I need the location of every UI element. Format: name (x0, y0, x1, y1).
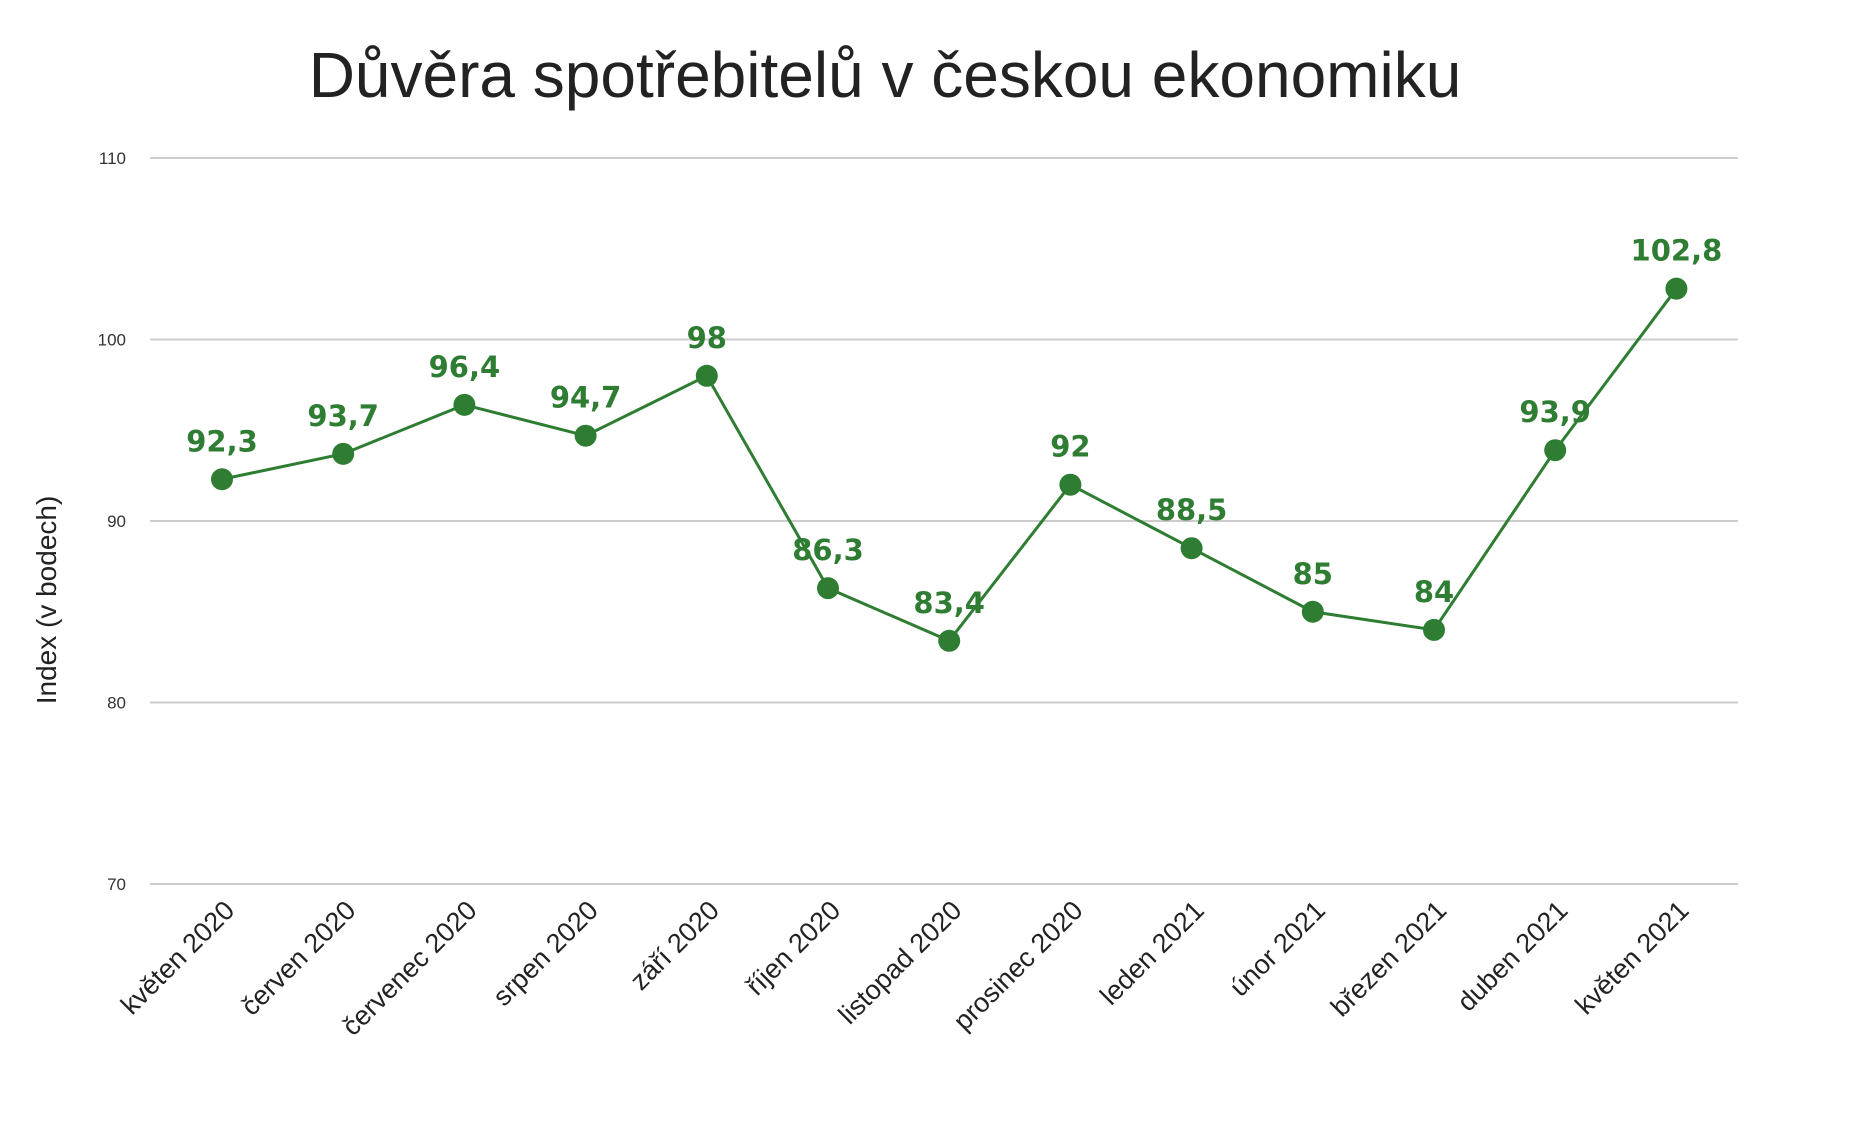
x-tick-label: červen 2020 (235, 895, 361, 1021)
data-point (695, 364, 718, 387)
y-tick-label: 110 (99, 149, 126, 168)
data-label: 83,4 (913, 586, 985, 620)
data-label: 102,8 (1631, 234, 1723, 268)
y-tick-label: 80 (107, 694, 126, 713)
data-point (1544, 439, 1567, 462)
data-label: 98 (687, 321, 727, 355)
data-label: 94,7 (550, 381, 622, 415)
y-tick-label: 70 (107, 875, 126, 894)
data-point (1180, 537, 1203, 560)
x-tick-label: leden 2021 (1094, 895, 1210, 1011)
data-label: 92 (1050, 430, 1090, 464)
data-label: 96,4 (429, 350, 501, 384)
data-label: 93,9 (1519, 395, 1591, 429)
y-tick-label: 100 (98, 331, 126, 350)
data-point (938, 629, 961, 652)
data-label: 85 (1293, 557, 1333, 591)
data-point (574, 424, 597, 447)
data-point (211, 468, 233, 491)
data-labels: 92,3 93,7 96,4 94,7 98 86,3 83,4 92 88,5 85 84 93,9… (186, 234, 1722, 620)
data-point (1059, 473, 1082, 496)
x-tick-label: prosinec 2020 (947, 895, 1088, 1036)
data-label: 88,5 (1156, 493, 1228, 527)
data-point (1423, 618, 1445, 641)
x-tick-label: březen 2021 (1325, 895, 1452, 1022)
data-label: 84 (1414, 575, 1454, 609)
data-label: 86,3 (792, 533, 864, 567)
x-tick-label: únor 2021 (1224, 895, 1331, 1002)
x-tick-label: srpen 2020 (487, 895, 604, 1012)
chart-title: Důvěra spotřebitelů v českou ekonomiku (308, 39, 1462, 111)
y-tick-label: 90 (107, 512, 126, 531)
series-points (211, 277, 1688, 652)
x-tick-label: říjen 2020 (740, 895, 846, 1001)
data-point (1301, 600, 1324, 623)
data-point (1665, 277, 1688, 300)
x-tick-label: září 2020 (624, 895, 725, 996)
y-axis-title: Index (v bodech) (31, 496, 62, 705)
y-axis-ticks: 70 80 90 100 110 (98, 149, 126, 894)
data-label: 93,7 (307, 399, 379, 433)
x-tick-label: květen 2020 (115, 895, 240, 1020)
data-point (453, 393, 476, 416)
data-point (817, 577, 839, 600)
grid (150, 157, 1738, 885)
data-point (332, 442, 355, 465)
x-tick-label: duben 2021 (1451, 895, 1573, 1017)
x-tick-label: listopad 2020 (833, 895, 968, 1030)
x-tick-label: květen 2021 (1569, 895, 1694, 1020)
data-label: 92,3 (186, 424, 258, 458)
